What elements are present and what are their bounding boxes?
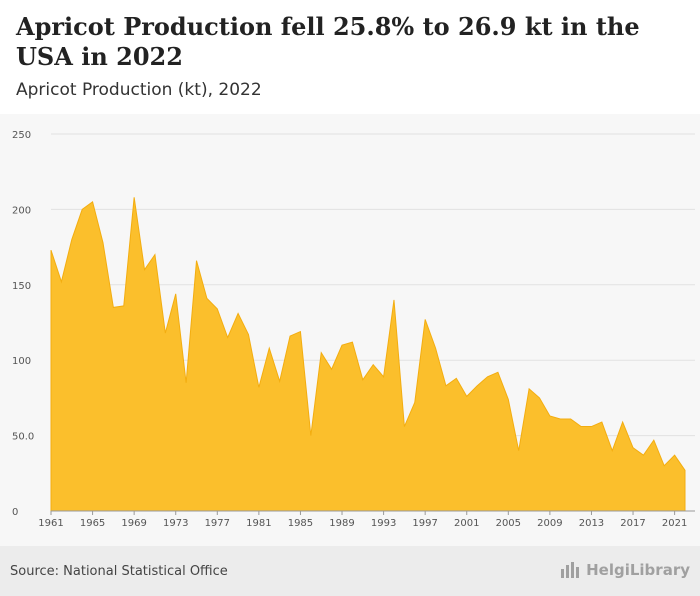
x-tick-label: 2021 <box>662 518 687 529</box>
area-series <box>50 197 686 512</box>
x-tick-label: 1961 <box>38 518 63 529</box>
helgi-library-logo[interactable]: HelgiLibrary <box>560 561 690 579</box>
chart-footer: Source: National Statistical Office Helg… <box>0 546 700 596</box>
bar-chart-icon <box>561 562 580 578</box>
x-tick-label: 1965 <box>80 518 105 529</box>
y-tick-label: 100 <box>12 356 31 367</box>
x-tick-label: 2009 <box>537 518 562 529</box>
area-chart: 0 50.0 100 150 200 250 1961 1965 1969 1973 1977 198… <box>12 130 695 529</box>
x-tick-label: 1981 <box>246 518 271 529</box>
logo-text: HelgiLibrary <box>586 561 690 579</box>
y-tick-label: 50.0 <box>12 432 34 443</box>
x-tick-label: 2001 <box>454 518 479 529</box>
plot-area: 0 50.0 100 150 200 250 1961 1965 1969 1973 1977 198… <box>0 114 700 546</box>
x-tick-label: 2005 <box>496 518 521 529</box>
y-tick-label: 150 <box>12 281 31 292</box>
y-tick-label: 200 <box>12 205 31 216</box>
chart-title: Apricot Production fell 25.8% to 26.9 kt… <box>16 12 640 71</box>
x-tick-label: 1993 <box>371 518 396 529</box>
x-tick-label: 1985 <box>288 518 313 529</box>
x-tick-label: 1989 <box>329 518 354 529</box>
x-tick-label: 1973 <box>163 518 188 529</box>
y-tick-label: 0 <box>12 507 18 518</box>
x-tick-label: 1969 <box>121 518 146 529</box>
chart-subtitle: Apricot Production (kt), 2022 <box>16 80 262 100</box>
source-note: Source: National Statistical Office <box>10 564 228 579</box>
y-tick-label: 250 <box>12 130 31 141</box>
x-tick-label: 1997 <box>412 518 437 529</box>
x-tick-label: 2013 <box>579 518 604 529</box>
x-tick-label: 1977 <box>205 518 230 529</box>
x-tick-label: 2017 <box>620 518 645 529</box>
chart-header: Apricot Production fell 25.8% to 26.9 kt… <box>0 0 700 114</box>
